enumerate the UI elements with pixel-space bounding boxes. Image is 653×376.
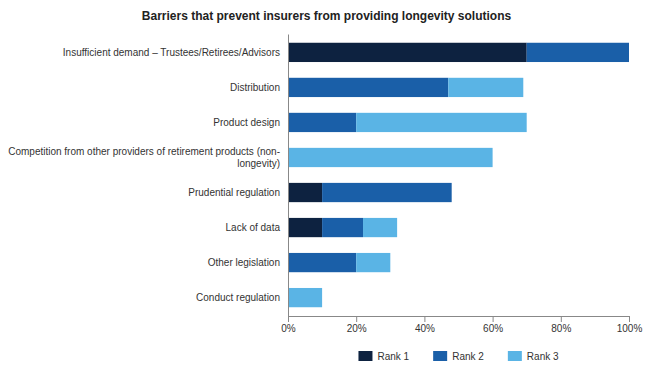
- series: [288, 43, 527, 237]
- tick: 20%: [347, 316, 367, 334]
- tick-label: 100%: [617, 323, 643, 334]
- legend-label: Rank 1: [377, 351, 409, 362]
- legend-swatch: [508, 351, 522, 361]
- bar: [363, 218, 397, 237]
- category-label: Distribution: [230, 82, 280, 93]
- chart-container: Insufficient demand – Trustees/Retirees/…: [0, 0, 653, 376]
- tick: Conduct regulation: [196, 292, 288, 303]
- bar: [451, 183, 452, 202]
- tick-mark: [288, 316, 289, 322]
- tick-label: 60%: [483, 323, 503, 334]
- bar: [288, 288, 322, 307]
- legend-item: Rank 2: [433, 351, 484, 362]
- tick-mark: [493, 316, 494, 322]
- legend-swatch: [433, 351, 447, 361]
- tick: Lack of data: [226, 222, 288, 233]
- series: [288, 43, 629, 272]
- plot: Insufficient demand – Trustees/Retirees/…: [8, 35, 642, 335]
- category-label-line: Competition from other providers of reti…: [8, 146, 280, 157]
- axis-line: [288, 35, 289, 317]
- bar: [322, 218, 363, 237]
- series: [288, 78, 527, 307]
- tick-label: 0%: [281, 323, 296, 334]
- tick: Insufficient demand – Trustees/Retirees/…: [63, 47, 288, 58]
- tick-mark: [356, 316, 357, 322]
- legend-label: Rank 3: [527, 351, 559, 362]
- legend-label: Rank 2: [452, 351, 484, 362]
- bar: [527, 43, 629, 62]
- bar: [356, 113, 527, 132]
- tick-label: 40%: [415, 323, 435, 334]
- category-label: Product design: [213, 117, 280, 128]
- bar: [288, 113, 356, 132]
- category-label: Other legislation: [208, 257, 280, 268]
- legend-swatch: [358, 351, 372, 361]
- title: Barriers that prevent insurers from prov…: [142, 9, 512, 23]
- category-label: Prudential regulation: [188, 187, 280, 198]
- tick-mark: [561, 316, 562, 322]
- tick: Competition from other providers of reti…: [8, 146, 288, 169]
- category-label-line: longevity): [237, 158, 280, 169]
- bar: [448, 78, 523, 97]
- bar: [288, 43, 527, 62]
- bars: [288, 43, 629, 307]
- tick: 100%: [617, 316, 643, 334]
- tick-mark: [629, 316, 630, 322]
- tick: 40%: [415, 316, 435, 334]
- tick: Other legislation: [208, 257, 288, 268]
- tick: Product design: [213, 117, 288, 128]
- bar: [288, 78, 448, 97]
- x-axis: 0% 20% 40% 60% 80% 100%: [281, 316, 642, 334]
- tick: Prudential regulation: [188, 187, 288, 198]
- y-axis: Insufficient demand – Trustees/Retirees/…: [8, 35, 288, 317]
- bar: [288, 218, 322, 237]
- category-label: Conduct regulation: [196, 292, 280, 303]
- bar: [629, 43, 630, 62]
- bar: [288, 253, 356, 272]
- axis-line: [289, 316, 630, 317]
- tick-label: 80%: [551, 323, 571, 334]
- legend-item: Rank 3: [508, 351, 559, 362]
- category-label: Lack of data: [226, 222, 281, 233]
- category-label: Competition from other providers of reti…: [8, 146, 280, 169]
- bar: [322, 183, 452, 202]
- tick-label: 20%: [347, 323, 367, 334]
- tick: 60%: [483, 316, 503, 334]
- bar: [288, 183, 322, 202]
- chart-svg: Insufficient demand – Trustees/Retirees/…: [0, 0, 653, 376]
- tick-mark: [424, 316, 425, 322]
- tick: 0%: [281, 316, 296, 334]
- legend-item: Rank 1: [358, 351, 409, 362]
- legend: Rank 1 Rank 2 Rank 3: [358, 351, 558, 362]
- category-label: Insufficient demand – Trustees/Retirees/…: [63, 47, 280, 58]
- bar: [288, 148, 493, 167]
- tick: Distribution: [230, 82, 288, 93]
- tick: 80%: [551, 316, 571, 334]
- bar: [356, 253, 390, 272]
